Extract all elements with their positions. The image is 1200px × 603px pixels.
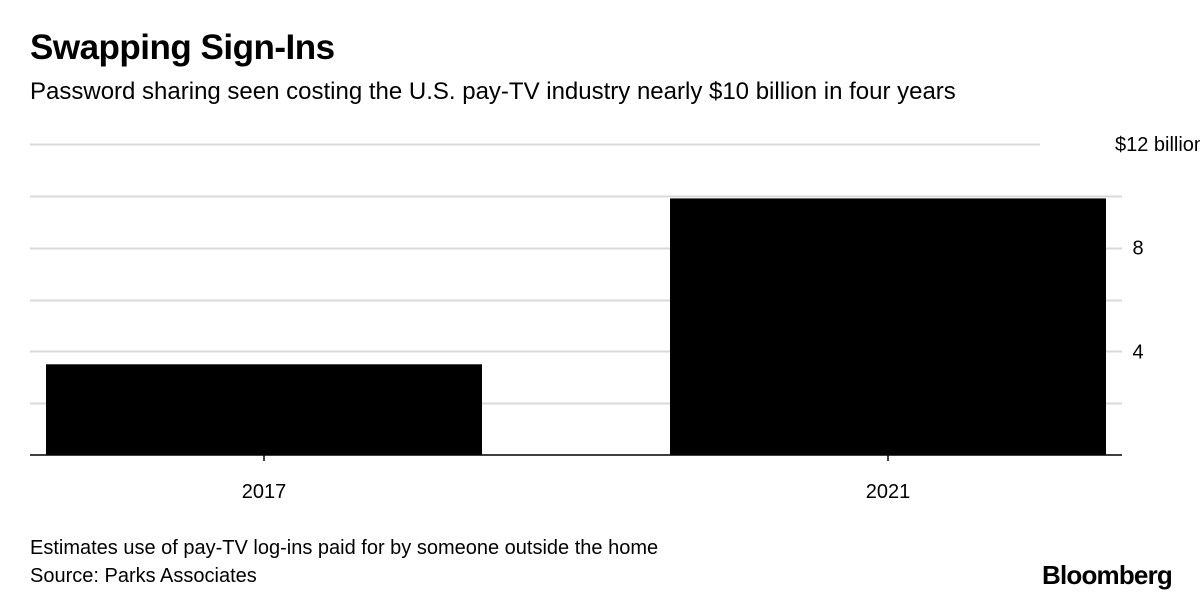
chart-subtitle: Password sharing seen costing the U.S. p…: [30, 78, 956, 105]
x-tick-label: 2017: [242, 481, 287, 503]
bar-2017: [46, 364, 482, 455]
y-tick-label: $12 billion: [1115, 134, 1200, 156]
chart-title: Swapping Sign-Ins: [30, 28, 335, 67]
y-tick-label: 8: [1132, 238, 1143, 260]
bar-2021: [670, 198, 1106, 456]
bloomberg-logo: Bloomberg: [1041, 560, 1173, 590]
chart-source: Source: Parks Associates: [30, 565, 257, 587]
y-tick-label: 4: [1132, 341, 1143, 363]
chart-note: Estimates use of pay-TV log-ins paid for…: [30, 537, 659, 559]
x-tick-label: 2021: [866, 481, 911, 503]
